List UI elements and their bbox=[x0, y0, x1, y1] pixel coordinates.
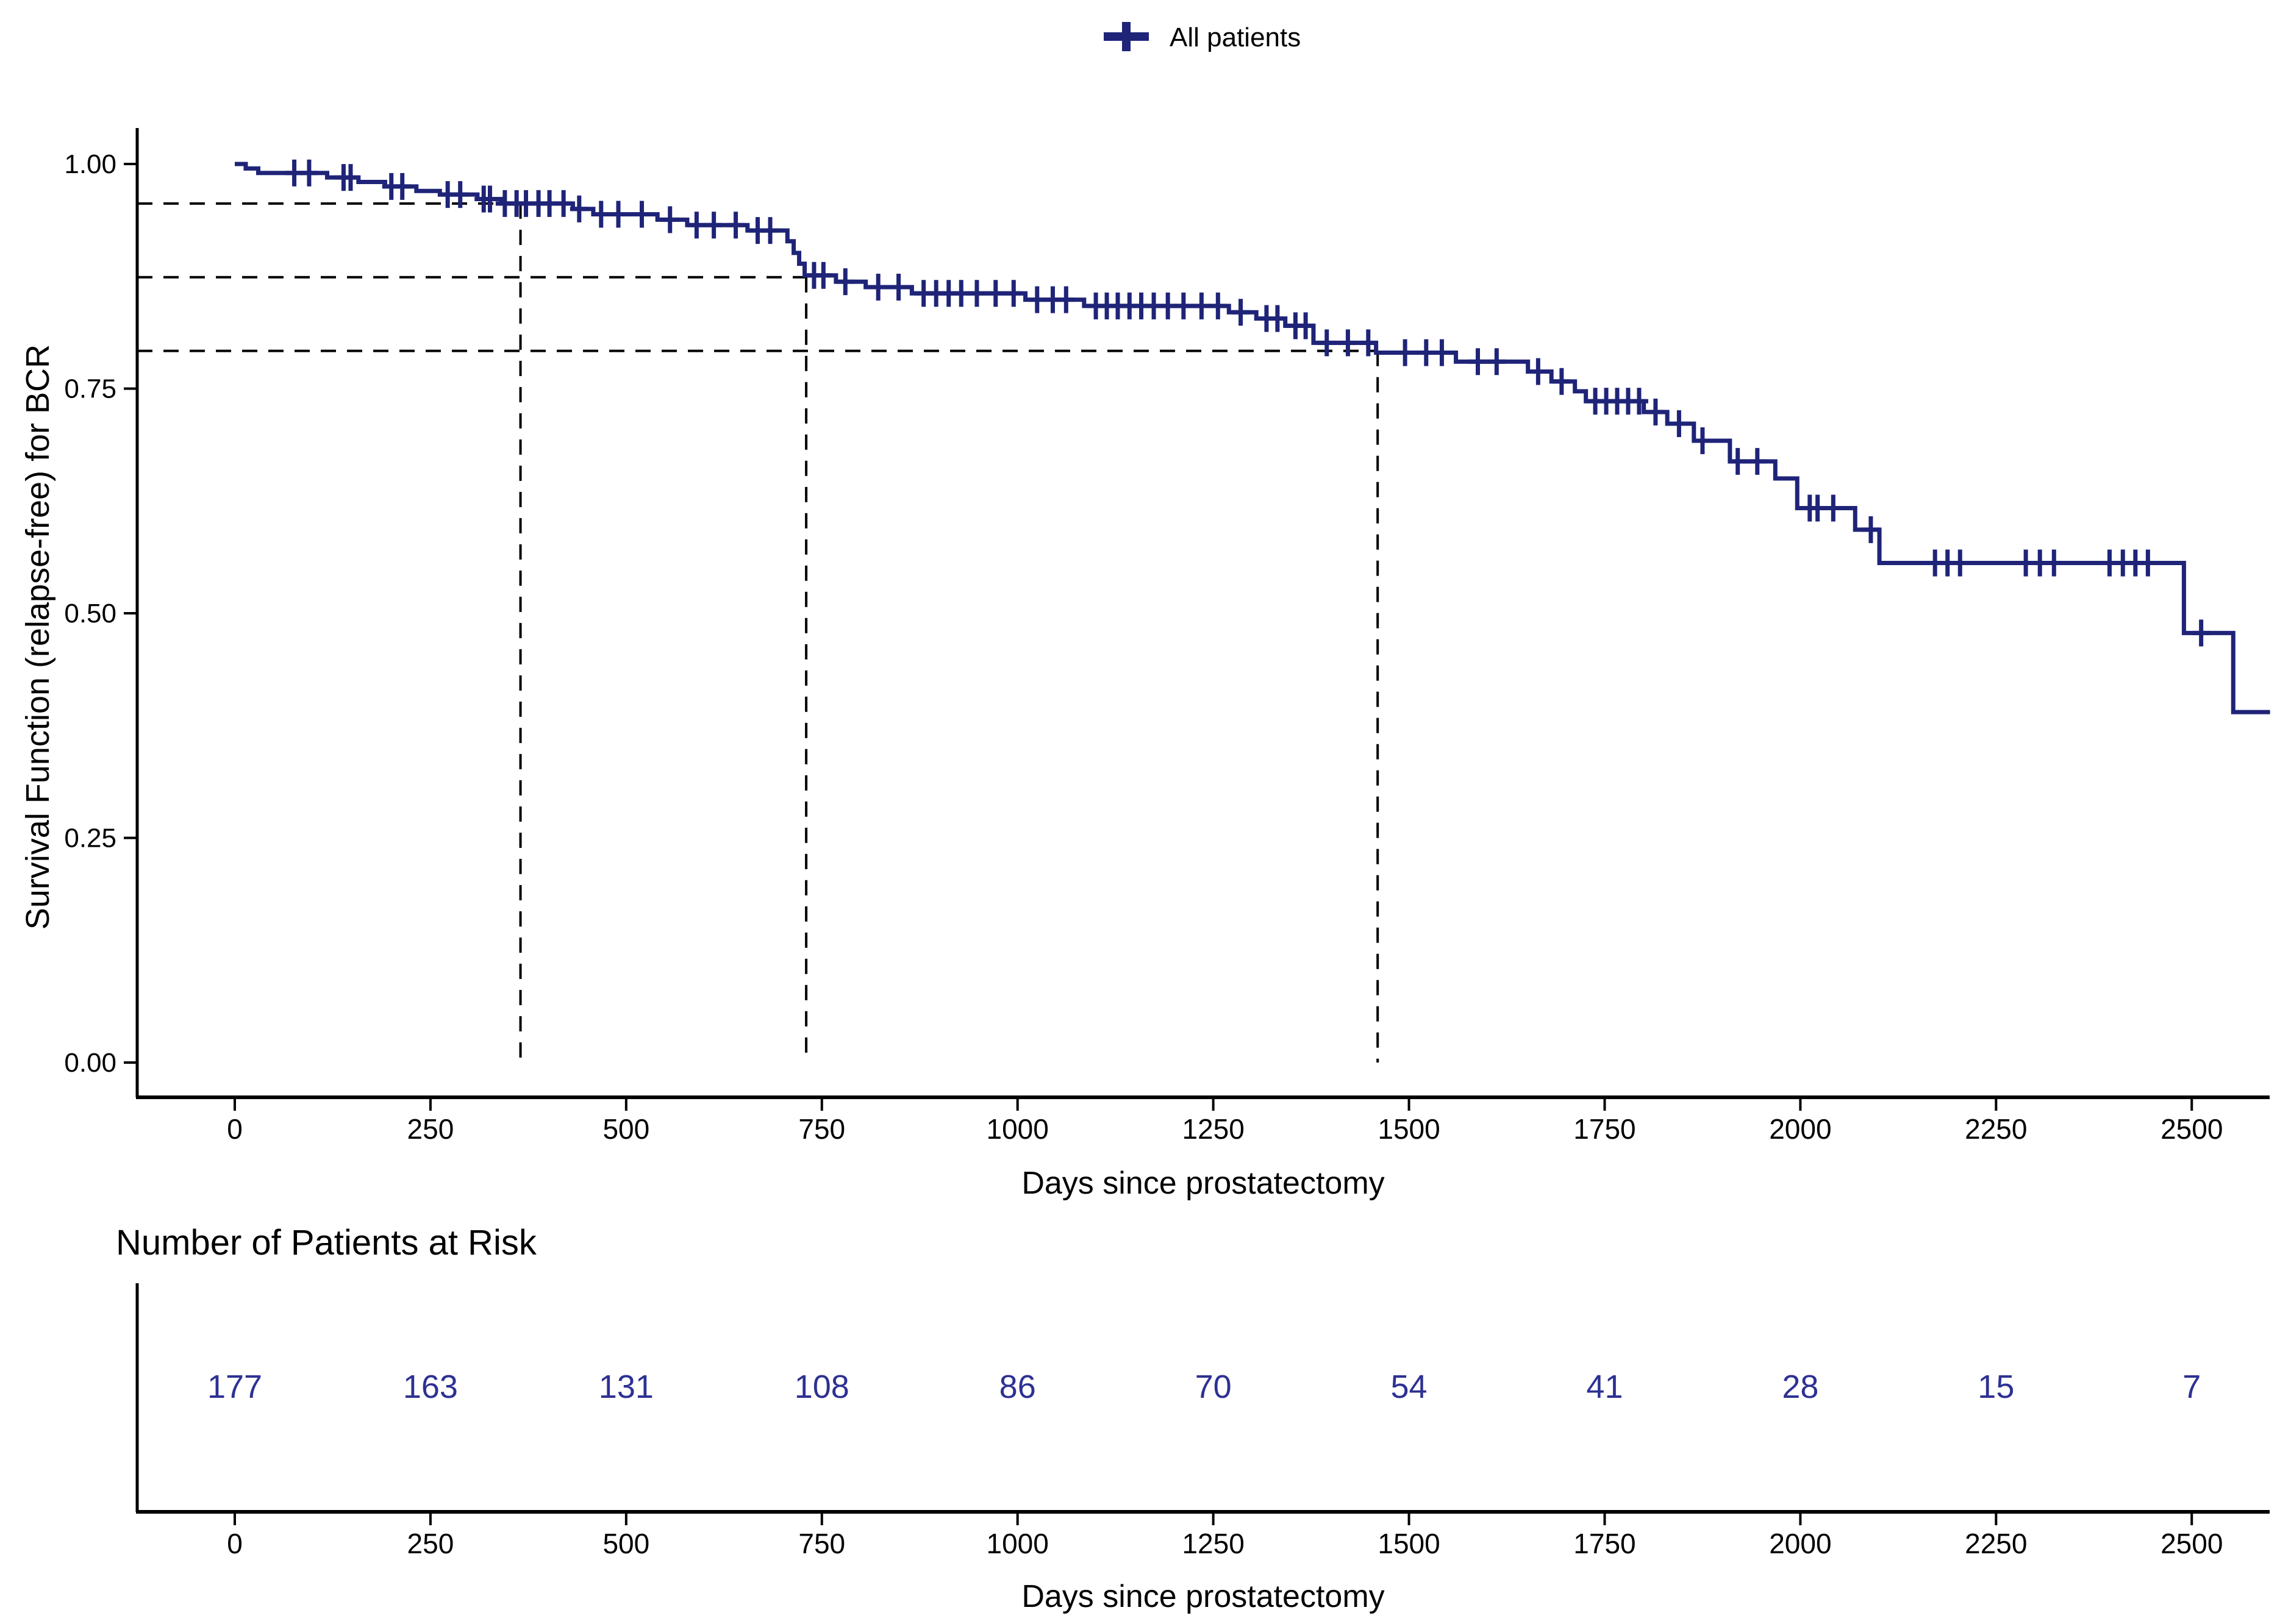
y-tick-label: 0.75 bbox=[64, 374, 116, 404]
x-tick-label: 250 bbox=[407, 1113, 454, 1145]
risk-x-tick-label: 250 bbox=[407, 1528, 454, 1559]
risk-x-tick-label: 2000 bbox=[1769, 1528, 1831, 1559]
risk-count: 7 bbox=[2182, 1369, 2201, 1405]
risk-count: 108 bbox=[795, 1369, 849, 1405]
risk-count: 15 bbox=[1978, 1369, 2014, 1405]
main-plot-axes: 1.00 0.75 0.50 0.25 0.00 0 250 500 750 1000 1250 15… bbox=[20, 128, 2270, 1201]
risk-x-tick-label: 0 bbox=[227, 1528, 243, 1559]
risk-count: 41 bbox=[1586, 1369, 1623, 1405]
legend-label: All patients bbox=[1170, 23, 1301, 52]
x-tick-label: 2000 bbox=[1769, 1113, 1831, 1145]
risk-x-tick-label: 1250 bbox=[1182, 1528, 1244, 1559]
x-tick-label: 500 bbox=[602, 1113, 649, 1145]
y-tick-label: 1.00 bbox=[64, 149, 116, 179]
y-axis-title: Survival Function (relapse-free) for BCR bbox=[20, 344, 56, 930]
legend: All patients bbox=[1104, 22, 1301, 52]
risk-count: 28 bbox=[1782, 1369, 1818, 1405]
censor-marks bbox=[285, 159, 2211, 647]
risk-count: 86 bbox=[999, 1369, 1036, 1405]
x-tick-label: 2250 bbox=[1965, 1113, 2027, 1145]
risk-x-axis-title: Days since prostatectomy bbox=[1021, 1579, 1384, 1614]
y-tick-label: 0.50 bbox=[64, 599, 116, 629]
risk-count: 131 bbox=[599, 1369, 654, 1405]
x-tick-label: 0 bbox=[227, 1113, 243, 1145]
risk-x-tick-label: 500 bbox=[602, 1528, 649, 1559]
risk-x-tick-label: 1750 bbox=[1573, 1528, 1635, 1559]
risk-count: 54 bbox=[1391, 1369, 1428, 1405]
risk-x-tick-label: 1000 bbox=[987, 1528, 1049, 1559]
x-tick-label: 1750 bbox=[1573, 1113, 1635, 1145]
risk-x-tick-label: 2250 bbox=[1965, 1528, 2027, 1559]
risk-x-tick-label: 750 bbox=[798, 1528, 845, 1559]
risk-x-tick-label: 2500 bbox=[2161, 1528, 2223, 1559]
x-tick-label: 2500 bbox=[2161, 1113, 2223, 1145]
x-tick-label: 1250 bbox=[1182, 1113, 1244, 1145]
y-tick-label: 0.00 bbox=[64, 1048, 116, 1078]
risk-count: 177 bbox=[207, 1369, 262, 1405]
y-tick-label: 0.25 bbox=[64, 824, 116, 853]
x-tick-label: 750 bbox=[798, 1113, 845, 1145]
risk-count: 163 bbox=[403, 1369, 458, 1405]
risk-count: 70 bbox=[1195, 1369, 1232, 1405]
x-axis-title: Days since prostatectomy bbox=[1021, 1166, 1384, 1201]
risk-table-title: Number of Patients at Risk bbox=[116, 1223, 537, 1263]
reference-lines bbox=[137, 202, 1379, 1063]
x-tick-label: 1500 bbox=[1378, 1113, 1440, 1145]
risk-table: Number of Patients at Risk 0 177 250 163 500 1… bbox=[116, 1223, 2270, 1614]
risk-x-tick-label: 1500 bbox=[1378, 1528, 1440, 1559]
x-tick-label: 1000 bbox=[987, 1113, 1049, 1145]
